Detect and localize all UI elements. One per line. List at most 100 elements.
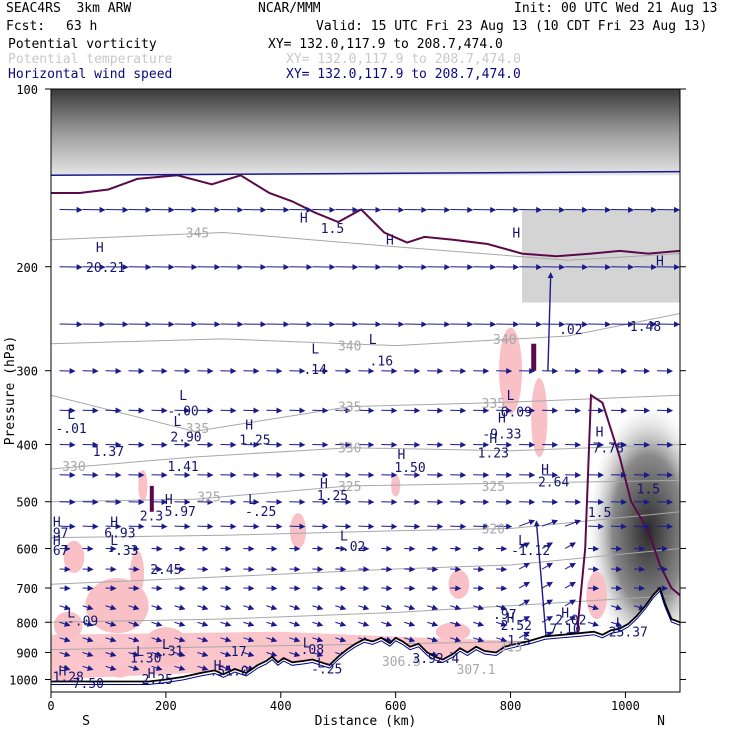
wind-vector (496, 604, 508, 611)
wind-vector (59, 621, 71, 627)
wind-vector (450, 621, 462, 627)
pv-extremum-label: H (300, 211, 308, 226)
wind-vector (174, 665, 186, 671)
pv-shading-area (391, 475, 401, 497)
wind-vector (335, 636, 347, 643)
pv-extremum-label: H (214, 659, 222, 674)
wind-vector (266, 651, 278, 658)
wind-vector (59, 636, 71, 643)
pv-extremum-label: L (162, 638, 170, 653)
pv-extremum-label: H (561, 606, 569, 621)
wind-vector (541, 616, 554, 623)
wind-vector (541, 542, 554, 549)
wind-vector (220, 636, 232, 643)
wind-vector (82, 636, 94, 643)
pv-contour-north (575, 393, 680, 638)
wind-vector (564, 519, 582, 527)
pv-extremum-label: .51.0 (210, 664, 249, 679)
x-tick-label: 200 (155, 699, 177, 713)
wind-vector (82, 665, 94, 671)
surface-wind-line (51, 590, 680, 685)
wind-vector (496, 621, 508, 627)
pv-extremum-label: H (165, 493, 173, 508)
legend-pv-xy: XY= 132.0,117.9 to 208.7,474.0 (268, 37, 503, 52)
wind-vector (404, 604, 416, 611)
wind-vector (266, 621, 278, 627)
model-title: SEAC4RS 3km ARW (6, 1, 132, 16)
pv-extremum-label: H (397, 448, 405, 463)
pv-extremum-label: -9.33 (482, 427, 521, 442)
wind-vector (82, 621, 94, 627)
x-tick-label: 0 (47, 699, 54, 713)
theta-contour-label: 325 (197, 491, 220, 506)
pv-extremum-label: -.01 (55, 422, 86, 437)
pv-extremum-label: 1.28 (53, 670, 84, 685)
pv-extremum-label: H (53, 515, 61, 530)
pv-extremum-label: 2.3 (140, 510, 163, 525)
pv-extremum-label: -.25 (245, 505, 276, 520)
pv-extremum-label: L (173, 415, 181, 430)
wind-vector (358, 621, 370, 627)
wind-vector (105, 665, 117, 671)
legend-pv-name: Potential vorticity (8, 37, 157, 52)
wind-vector (220, 651, 232, 658)
forecast-hours: 63 h (66, 19, 98, 34)
wind-vector (564, 616, 576, 623)
pv-extremum-label: 1.41 (167, 460, 198, 475)
wind-vector (518, 542, 531, 549)
wind-vector (564, 562, 576, 570)
stratosphere-shading (51, 89, 680, 176)
wind-vector (587, 604, 600, 611)
wind-vector (197, 604, 209, 611)
wind-vector (220, 665, 232, 671)
wind-vector (174, 604, 186, 611)
pv-extremum-label: 3.92.4 (412, 652, 459, 667)
wind-vector (610, 621, 623, 627)
pv-extremum-label: 1.25 (239, 433, 270, 448)
wind-vector (404, 636, 416, 643)
theta-contour-label: 307.1 (457, 663, 496, 678)
upper-jet-contour (51, 170, 680, 177)
pv-shading-area (130, 550, 145, 596)
y-tick-label: 300 (16, 365, 38, 379)
pv-extremum-label: -.33 (107, 544, 138, 559)
theta-contour-label: 340 (338, 340, 361, 355)
wind-vector (587, 621, 600, 627)
pv-extremum-label: -.00 (167, 404, 198, 419)
pv-extremum-label: 1.30 (130, 652, 161, 667)
pv-extremum-label: L (179, 389, 187, 404)
pv-extremum-label: 1.50 (394, 461, 425, 476)
wind-vector (404, 621, 416, 627)
y-tick-label: 100 (16, 83, 38, 97)
pv-extremum-label: .17 (223, 645, 246, 660)
pv-extremum-label: 2.25 (142, 673, 173, 688)
wind-vector-updraft (547, 272, 554, 371)
wind-vector (197, 651, 209, 658)
pv-extremum-label: 25.37 (609, 626, 648, 641)
pv-extremum-label: 6.09 (501, 406, 532, 421)
theta-contour-340 (51, 313, 680, 347)
organization-label: NCAR/MMM (258, 1, 321, 16)
wind-vector-updraft (533, 520, 547, 638)
pv-extremum-label: L (317, 656, 325, 671)
pv-extremum-label: L (67, 408, 75, 423)
pv-extremum-label: H (245, 419, 253, 434)
terrain (51, 586, 680, 692)
wind-vector (518, 562, 531, 570)
wind-vector (128, 636, 140, 643)
x-tick-label: 800 (500, 699, 522, 713)
pv-extremum-label: -.25 (311, 662, 342, 677)
pv-extremum-label: H (59, 664, 67, 679)
wind-vector (541, 581, 554, 589)
pv-extremum-label: 7.78 (593, 442, 624, 457)
pv-shading-area (85, 578, 149, 634)
wind-vector (151, 651, 163, 658)
wind-vector (82, 604, 94, 611)
pv-extremum-label: 7.10 (549, 623, 580, 638)
legend-wind-xy: XY= 132.0,117.9 to 208.7,474.0 (286, 67, 521, 82)
pv-extremum-label: L (340, 529, 348, 544)
wind-vector (450, 604, 462, 611)
